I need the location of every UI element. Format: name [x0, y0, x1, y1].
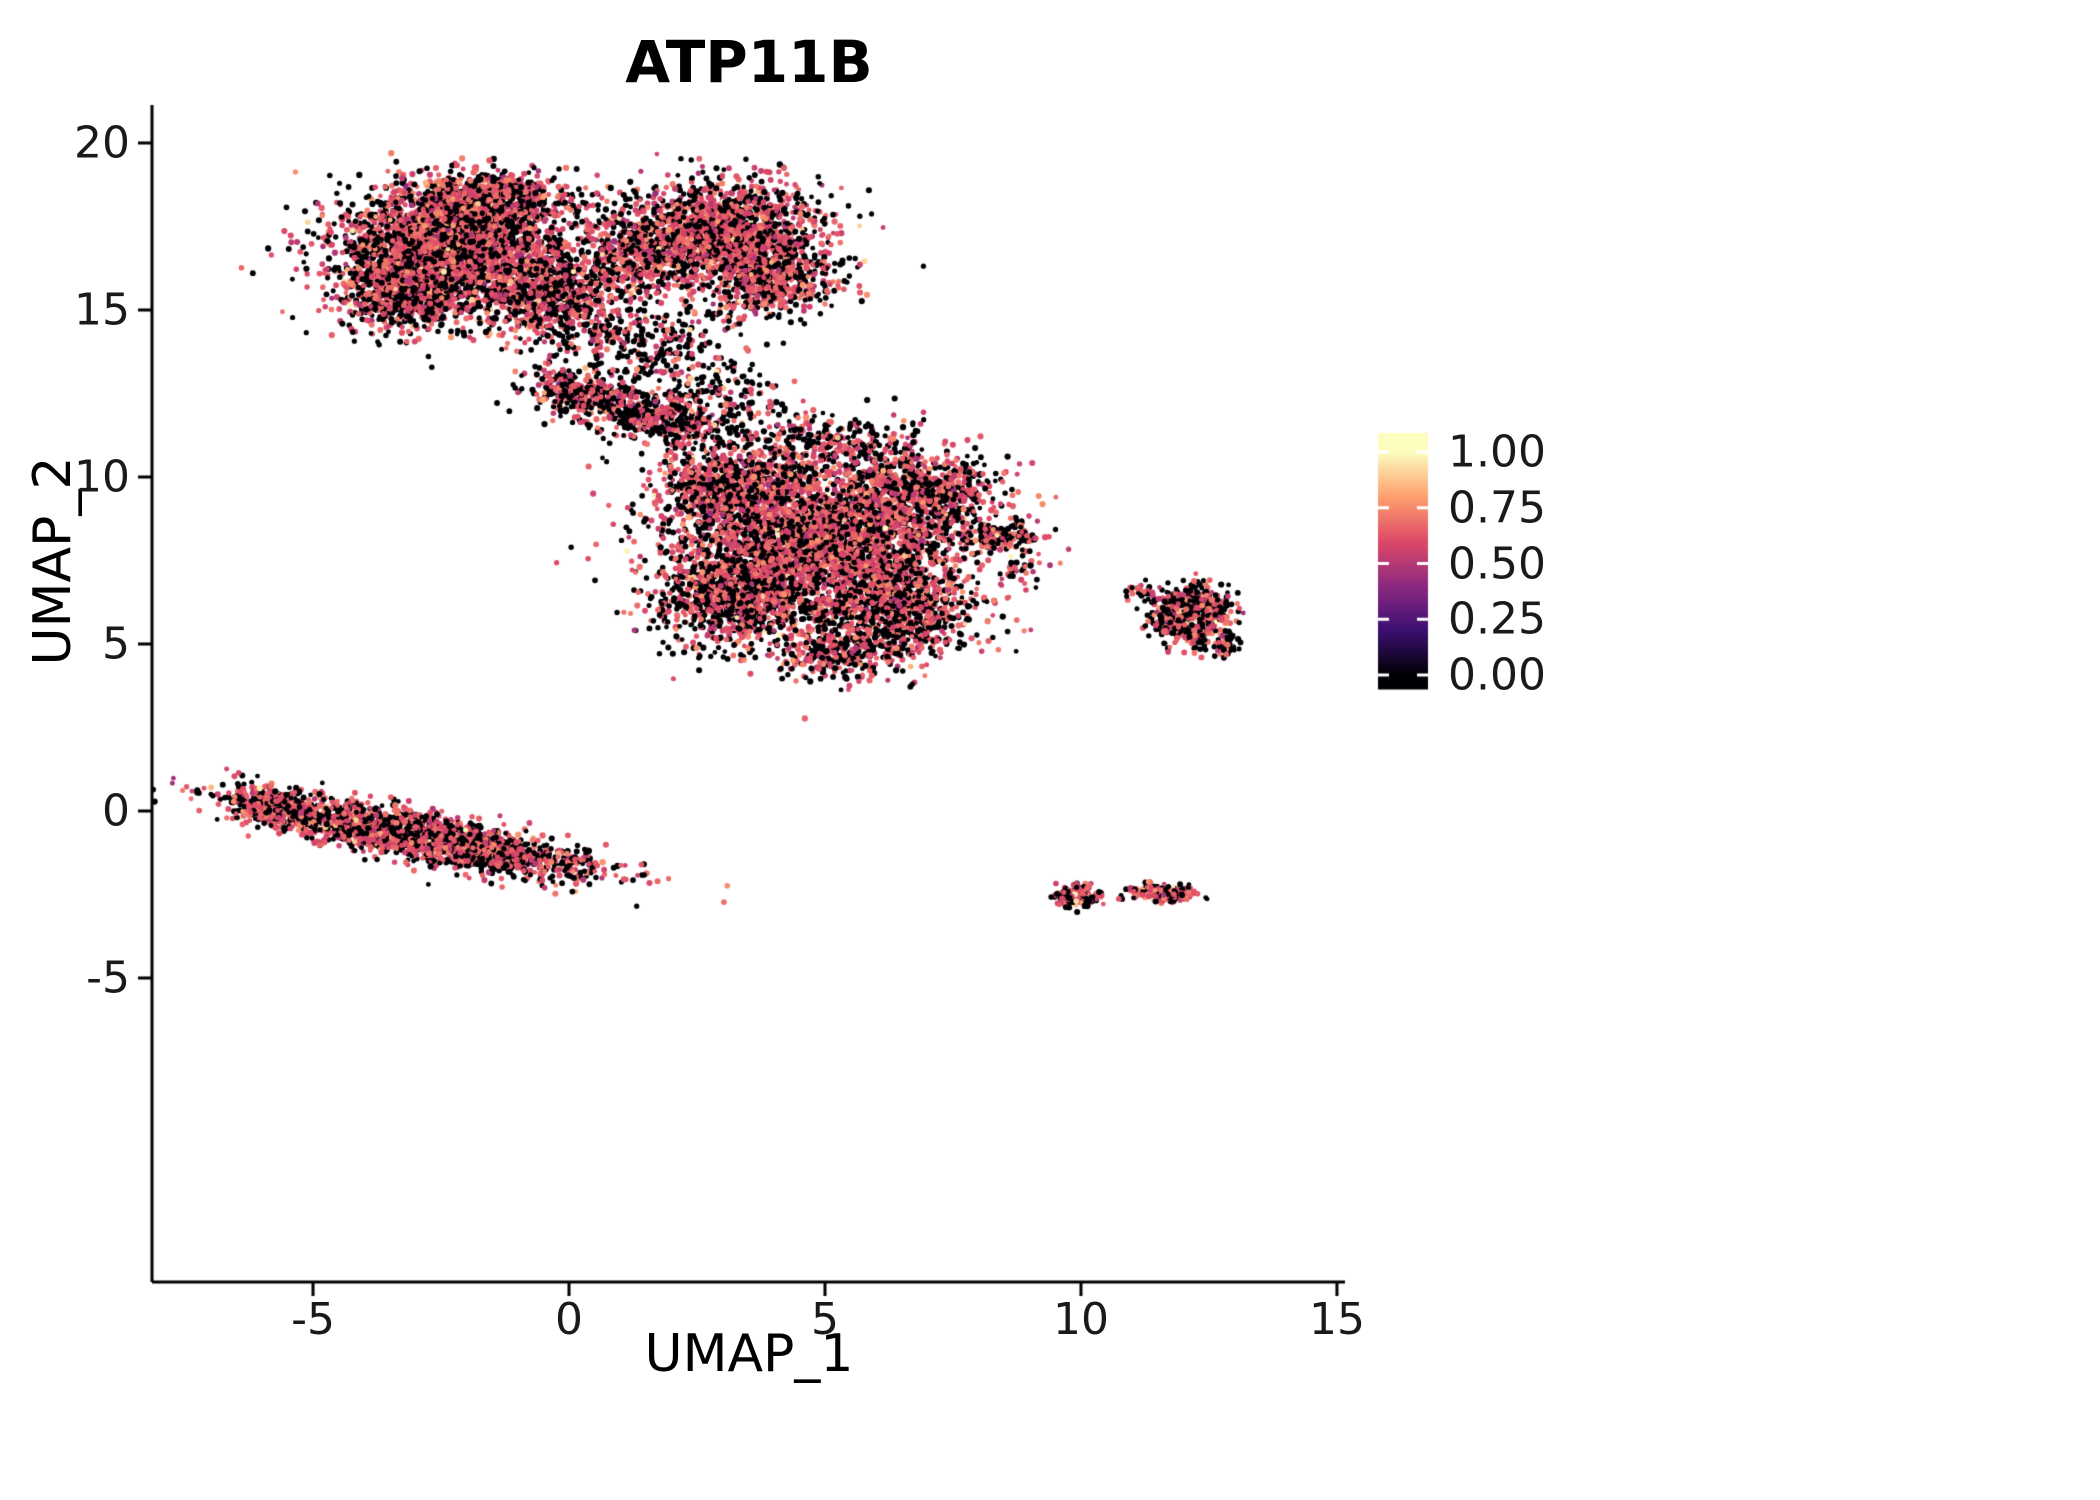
colorbar-tick-label: 0.50	[1448, 538, 1546, 589]
x-axis-title: UMAP_1	[644, 1324, 854, 1384]
y-tick-label: 10	[74, 451, 130, 503]
x-tick-label: 10	[1052, 1294, 1109, 1345]
x-tick-label: 0	[555, 1294, 583, 1345]
colorbar-tick-label: 0.00	[1448, 649, 1546, 701]
colorbar-tick-label: 1.00	[1448, 426, 1546, 478]
y-tick-label: 0	[102, 785, 130, 837]
x-tick-label: 5	[810, 1294, 839, 1345]
x-tick-label: -5	[291, 1294, 335, 1345]
y-tick-label: -5	[86, 952, 130, 1004]
x-tick-label: 15	[1308, 1294, 1365, 1345]
plot-title: ATP11B	[625, 28, 873, 96]
y-axis-title: UMAP_2	[23, 456, 83, 666]
y-tick-label: 15	[74, 284, 130, 336]
y-tick-label: 5	[102, 618, 130, 670]
colorbar-tick-label: 0.75	[1448, 482, 1546, 534]
y-tick-label: 20	[74, 117, 130, 169]
colorbar-tick-label: 0.25	[1448, 593, 1546, 645]
